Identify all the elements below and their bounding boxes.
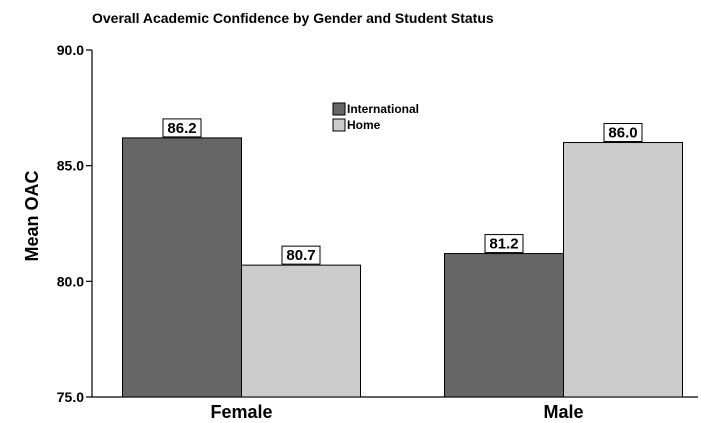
y-tick-label: 85.0 [57,158,84,174]
data-label: 86.0 [608,125,637,142]
chart-title: Overall Academic Confidence by Gender an… [92,10,494,26]
data-label: 81.2 [489,236,518,253]
legend-label-international: International [347,102,419,116]
bars: 86.2 80.7 81.2 86.0 [122,118,683,398]
legend-swatch-international [332,102,346,116]
legend-label-home: Home [347,118,381,132]
x-category-label: Female [210,402,272,422]
y-axis-label: Mean OAC [22,170,42,261]
data-label-box [162,118,202,138]
x-category-label: Male [543,402,583,422]
legend: International Home [332,102,419,132]
data-label-box [484,234,524,254]
data-label: 86.2 [167,120,196,137]
data-label-box [603,123,643,143]
y-tick-label: 75.0 [57,389,84,405]
y-tick-label: 90.0 [57,42,84,58]
bar-male-international [444,253,564,398]
legend-swatch-home [332,118,346,132]
data-label-box [281,245,321,265]
bar-female-international [122,137,242,398]
data-label: 80.7 [286,247,315,264]
bar-male-home [563,142,683,398]
y-tick-label: 80.0 [57,273,84,289]
bar-female-home [241,264,361,398]
